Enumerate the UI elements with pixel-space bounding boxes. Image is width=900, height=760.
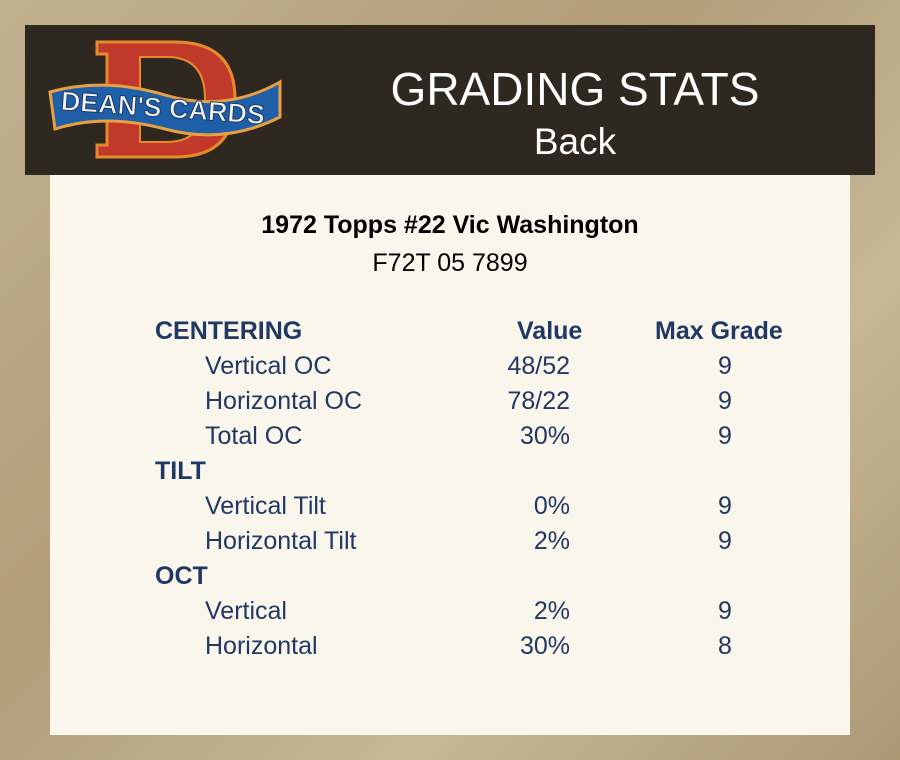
table-row: Total OC 30% 9: [50, 422, 850, 457]
row-max-grade: 9: [718, 422, 732, 450]
row-max-grade: 9: [718, 492, 732, 520]
row-value: 30%: [519, 632, 570, 660]
section-title: OCT: [155, 562, 208, 590]
row-label: Horizontal OC: [205, 387, 362, 415]
row-label: Horizontal Tilt: [205, 527, 357, 555]
row-value: 0%: [533, 492, 570, 520]
row-label: Total OC: [205, 422, 303, 450]
table-row: Vertical OC 48/52 9: [50, 352, 850, 387]
page-subtitle: Back: [533, 121, 617, 162]
table-row: Vertical 2% 9: [50, 597, 850, 632]
section-header-tilt: TILT: [50, 457, 850, 492]
row-max-grade: 8: [718, 632, 732, 660]
max-grade-column-header: Max Grade: [655, 317, 783, 345]
table-row: Horizontal 30% 8: [50, 632, 850, 667]
row-max-grade: 9: [718, 597, 732, 625]
row-max-grade: 9: [718, 352, 732, 380]
row-value: 48/52: [507, 352, 570, 380]
header: DEAN'S CARDS GRADING STATS Back: [25, 25, 875, 175]
table-row: Horizontal OC 78/22 9: [50, 387, 850, 422]
deans-cards-logo: DEAN'S CARDS: [48, 40, 282, 159]
row-label: Vertical OC: [205, 352, 332, 380]
cert-number: F72T 05 7899: [372, 249, 528, 277]
table-row: Horizontal Tilt 2% 9: [50, 527, 850, 562]
row-label: Horizontal: [205, 632, 318, 660]
value-column-header: Value: [517, 317, 583, 345]
page-title: GRADING STATS: [390, 63, 760, 115]
table-row: Vertical Tilt 0% 9: [50, 492, 850, 527]
row-value: 2%: [533, 597, 570, 625]
row-max-grade: 9: [718, 527, 732, 555]
section-title: TILT: [155, 457, 206, 485]
row-value: 2%: [533, 527, 570, 555]
section-title: CENTERING: [155, 317, 303, 345]
card-name: 1972 Topps #22 Vic Washington: [261, 211, 639, 239]
row-value: 30%: [519, 422, 570, 450]
section-header-oct: OCT: [50, 562, 850, 597]
section-header-centering: CENTERING Value Max Grade: [50, 317, 850, 352]
row-label: Vertical: [205, 597, 287, 625]
row-value: 78/22: [507, 387, 570, 415]
row-label: Vertical Tilt: [205, 492, 326, 520]
row-max-grade: 9: [718, 387, 732, 415]
stats-panel: 1972 Topps #22 Vic Washington F72T 05 78…: [50, 175, 850, 735]
